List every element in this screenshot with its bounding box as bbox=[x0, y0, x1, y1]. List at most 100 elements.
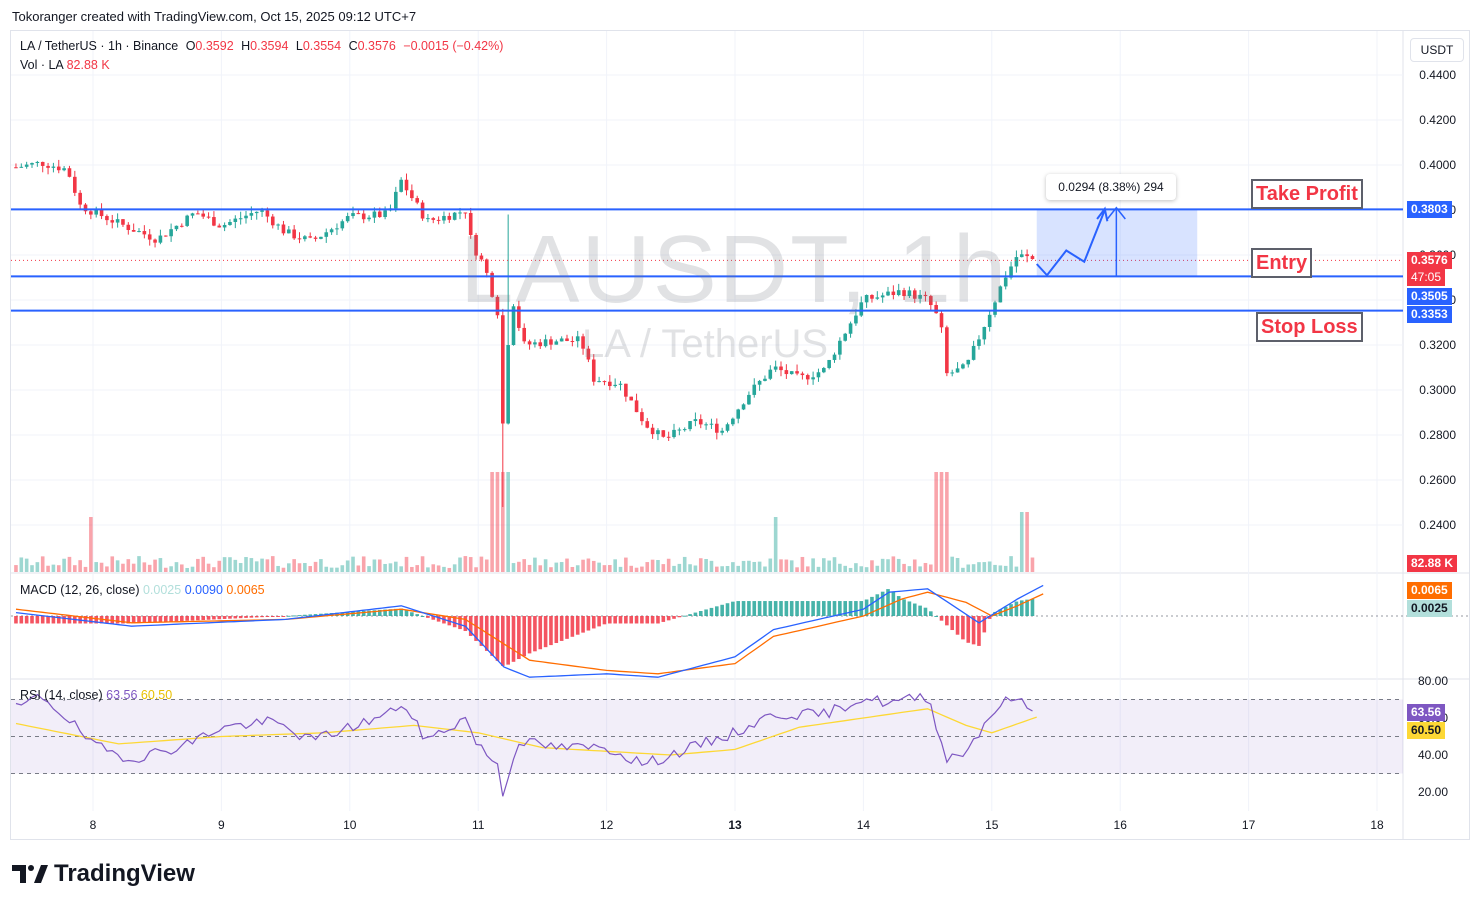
macd-histogram-bar bbox=[848, 601, 853, 616]
candle-body bbox=[89, 211, 93, 215]
candle-body bbox=[1030, 256, 1035, 260]
candle-body bbox=[56, 166, 61, 171]
macd-histogram-bar bbox=[51, 616, 56, 624]
volume-bar bbox=[324, 566, 329, 572]
candle-body bbox=[789, 371, 794, 375]
volume-bar bbox=[474, 567, 478, 572]
candle-body bbox=[185, 215, 189, 226]
volume-bar bbox=[709, 560, 714, 572]
macd-histogram-bar bbox=[656, 616, 660, 624]
volume-bar bbox=[308, 566, 313, 572]
currency-button[interactable]: USDT bbox=[1410, 38, 1464, 62]
candle-body bbox=[971, 345, 976, 360]
volume-bar bbox=[201, 556, 206, 572]
volume-bar bbox=[602, 565, 607, 572]
macd-histogram-bar bbox=[495, 616, 500, 661]
volume-bar bbox=[303, 562, 307, 572]
macd-histogram-bar bbox=[121, 616, 125, 624]
rsi-ma-value: 60.50 bbox=[140, 688, 173, 702]
entry-label[interactable]: Entry bbox=[1251, 248, 1313, 278]
volume-bar bbox=[468, 557, 473, 572]
volume-bar bbox=[447, 567, 452, 572]
candle-body bbox=[1019, 254, 1024, 258]
volume-bar bbox=[185, 567, 189, 572]
macd-histogram-bar bbox=[597, 616, 601, 627]
candle-body bbox=[522, 327, 527, 342]
stop-loss-label[interactable]: Stop Loss bbox=[1256, 312, 1363, 342]
macd-histogram-bar bbox=[1019, 600, 1024, 616]
candle-body bbox=[640, 412, 644, 422]
candle-body bbox=[313, 237, 318, 239]
macd-histogram-bar bbox=[458, 616, 462, 630]
candle-body bbox=[137, 231, 141, 233]
macd-histogram-bar bbox=[158, 616, 163, 623]
candle-body bbox=[281, 224, 286, 234]
volume-bar bbox=[479, 556, 484, 572]
volume-bar bbox=[731, 562, 735, 572]
candle-body bbox=[736, 409, 741, 419]
macd-line bbox=[15, 584, 1044, 678]
macd-histogram-bar bbox=[795, 601, 799, 616]
volume-bar bbox=[773, 517, 778, 572]
volume-bar bbox=[222, 557, 227, 572]
macd-histogram-bar bbox=[789, 601, 794, 616]
volume-bar bbox=[62, 558, 66, 572]
x-tick-label: 8 bbox=[90, 818, 97, 832]
macd-histogram-bar bbox=[896, 596, 901, 616]
macd-signal-tag: 0.0065 bbox=[1407, 582, 1452, 599]
volume-bar bbox=[613, 559, 617, 572]
candle-body bbox=[966, 359, 971, 365]
macd-histogram-bar bbox=[645, 616, 650, 624]
volume-bar bbox=[672, 565, 676, 572]
candle-body bbox=[656, 430, 660, 435]
macd-histogram-bar bbox=[747, 601, 751, 616]
volume-bar bbox=[939, 472, 944, 572]
volume-bar bbox=[238, 563, 243, 572]
candle-body bbox=[918, 294, 922, 299]
y-tick-label: 0.4200 bbox=[1419, 113, 1456, 127]
volume-bar bbox=[121, 563, 125, 572]
volume-bar bbox=[549, 567, 553, 572]
candle-body bbox=[886, 291, 890, 296]
volume-bar bbox=[784, 559, 789, 572]
candle-body bbox=[249, 213, 254, 216]
macd-histogram-bar bbox=[543, 616, 548, 648]
macd-histogram-bar bbox=[666, 616, 671, 621]
candle-body bbox=[201, 213, 206, 217]
volume-bar bbox=[795, 567, 799, 572]
candle-body bbox=[581, 336, 585, 349]
candle-body bbox=[404, 179, 409, 191]
macd-histogram-bar bbox=[693, 612, 698, 616]
candle-body bbox=[741, 404, 746, 410]
macd-histogram-bar bbox=[372, 610, 377, 616]
candle-body bbox=[452, 212, 457, 220]
macd-histogram-bar bbox=[832, 601, 837, 616]
take-profit-label[interactable]: Take Profit bbox=[1251, 179, 1363, 209]
x-tick-label: 14 bbox=[857, 818, 871, 832]
macd-histogram-bar bbox=[613, 616, 617, 624]
macd-histogram-bar bbox=[779, 601, 783, 616]
macd-histogram-bar bbox=[394, 608, 398, 616]
volume-bar bbox=[693, 565, 698, 572]
volume-bar bbox=[533, 557, 537, 572]
macd-histogram-bar bbox=[784, 601, 789, 616]
volume-bar bbox=[399, 566, 403, 572]
legend-open: O0.3592 bbox=[185, 39, 234, 53]
tradingview-logo-icon bbox=[12, 865, 48, 883]
candle-body bbox=[158, 235, 163, 243]
candle-body bbox=[463, 212, 468, 214]
macd-histogram-bar bbox=[961, 616, 965, 640]
macd-histogram-bar bbox=[522, 616, 527, 657]
volume-bar bbox=[624, 557, 628, 572]
candle-body bbox=[228, 221, 232, 225]
macd-histogram-bar bbox=[436, 616, 441, 622]
macd-histogram-bar bbox=[565, 616, 569, 639]
volume-bar bbox=[945, 472, 949, 572]
macd-histogram-bar bbox=[1003, 606, 1008, 616]
macd-histogram-bar bbox=[83, 616, 88, 624]
rsi-ma-line bbox=[15, 708, 1037, 756]
candle-body bbox=[608, 381, 612, 387]
brand-name: TradingView bbox=[54, 860, 195, 887]
x-tick-label: 11 bbox=[472, 818, 485, 832]
